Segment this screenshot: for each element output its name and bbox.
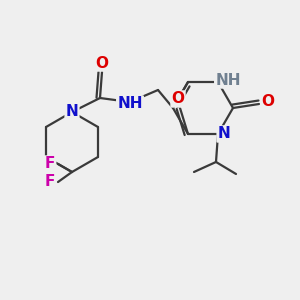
Text: NH: NH [215, 73, 241, 88]
Text: NH: NH [117, 97, 143, 112]
Text: N: N [218, 127, 230, 142]
Text: F: F [45, 175, 55, 190]
Text: N: N [66, 104, 78, 119]
Text: F: F [45, 157, 55, 172]
Text: O: O [95, 56, 109, 70]
Text: O: O [172, 92, 184, 106]
Text: O: O [262, 94, 275, 110]
